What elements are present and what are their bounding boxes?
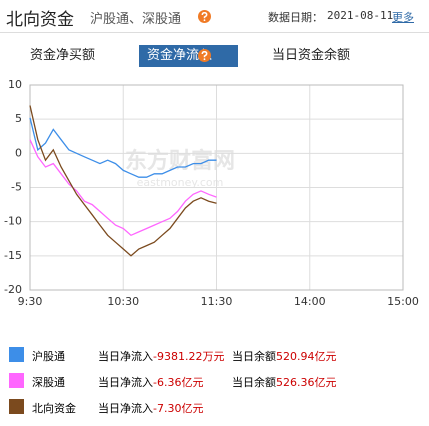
inflow-value: -7.30亿元 — [153, 402, 204, 415]
legend-row: 深股通 当日净流入 -6.36亿元 当日余额 526.36亿元 — [0, 369, 429, 393]
more-link[interactable]: 更多 — [392, 11, 414, 24]
y-tick-label: -10 — [4, 215, 22, 228]
x-tick-label: 15:00 — [387, 295, 419, 308]
date-label: 数据日期： — [268, 11, 323, 24]
legend-swatch — [9, 347, 24, 362]
x-tick-label: 14:00 — [294, 295, 326, 308]
help-icon[interactable] — [198, 49, 211, 62]
watermark: 东方财富网 — [125, 148, 235, 174]
inflow-value: -6.36亿元 — [153, 376, 204, 389]
balance-label: 当日余额 — [232, 376, 276, 389]
chart: 东方财富网 eastmoney.com 10 5 0 -5 -10 -15 -209:30 10:… — [4, 78, 419, 308]
watermark-sub: eastmoney.com — [137, 176, 224, 189]
inflow-label: 当日净流入 — [98, 350, 153, 363]
series-line — [29, 139, 217, 237]
x-tick-label: 9:30 — [18, 295, 43, 308]
date: 2021-08-11 — [327, 9, 394, 22]
series-line — [29, 105, 217, 257]
tab[interactable]: 资金净流入 — [139, 45, 239, 67]
inflow-value: -9381.22万元 — [153, 350, 225, 363]
legend-name: 深股通 — [32, 376, 65, 389]
plot-border — [29, 84, 404, 291]
y-tick-label: 5 — [15, 112, 22, 125]
inflow-label: 当日净流入 — [98, 376, 153, 389]
balance-value: 526.36亿元 — [276, 376, 337, 389]
divider — [0, 32, 429, 33]
x-tick-label: 10:30 — [107, 295, 139, 308]
series-line — [29, 117, 217, 178]
y-tick-label: 0 — [15, 146, 22, 159]
inflow-label: 当日净流入 — [98, 402, 153, 415]
x-tick-label: 11:30 — [201, 295, 233, 308]
tab[interactable]: 资金净买额 — [30, 48, 96, 63]
y-tick-label: -15 — [4, 249, 22, 262]
y-tick-label: -20 — [4, 283, 22, 296]
y-tick-label: -5 — [11, 181, 22, 194]
y-tick-label: 10 — [8, 78, 22, 91]
tab[interactable]: 当日资金余额 — [272, 48, 351, 63]
balance-label: 当日余额 — [232, 350, 276, 363]
legend-row: 北向资金 当日净流入 -7.30亿元 — [0, 395, 429, 419]
balance-value: 520.94亿元 — [276, 350, 337, 363]
title: 北向资金 — [6, 10, 74, 30]
legend-name: 北向资金 — [32, 402, 76, 415]
subtitle: 沪股通、深股通 — [90, 12, 182, 27]
legend-name: 沪股通 — [32, 350, 65, 363]
legend-swatch — [9, 399, 24, 414]
help-icon[interactable] — [198, 10, 211, 23]
legend-swatch — [9, 373, 24, 388]
legend-row: 沪股通 当日净流入 -9381.22万元 当日余额 520.94亿元 — [0, 343, 429, 367]
